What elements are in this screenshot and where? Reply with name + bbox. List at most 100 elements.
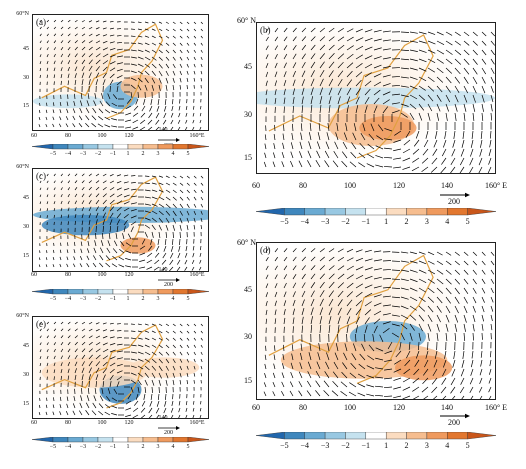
wind-vector (391, 278, 401, 280)
wind-vector (109, 219, 113, 226)
wind-vector (53, 335, 57, 339)
wind-vector (454, 40, 461, 46)
wind-vector (328, 256, 335, 262)
wind-vector (301, 256, 307, 262)
wind-vector (488, 386, 492, 393)
wind-vector (46, 208, 49, 212)
wind-vector (481, 40, 487, 46)
wind-vector (109, 343, 116, 346)
wind-vector (144, 379, 148, 386)
colorbar-tick-label: −3 (79, 296, 87, 302)
wind-vector (463, 305, 468, 314)
wind-vector (328, 87, 333, 96)
wind-vector (405, 130, 411, 139)
wind-vector (349, 382, 357, 388)
wind-vector (81, 59, 86, 65)
wind-vector (427, 278, 435, 284)
wind-vector (273, 363, 276, 370)
wind-vector (306, 380, 312, 388)
wind-vector (408, 341, 411, 350)
wind-vector (74, 73, 77, 79)
wind-vector (139, 245, 146, 250)
wind-vector (147, 252, 153, 257)
wind-vector (60, 214, 63, 219)
wind-vector (335, 343, 339, 352)
colorbar-segment (426, 432, 448, 440)
lon-label: 140 (158, 127, 168, 133)
wind-vector (93, 247, 97, 254)
wind-vector (88, 219, 91, 226)
lon-label: 160°E (189, 133, 205, 139)
wind-vector (357, 383, 366, 388)
wind-vector (346, 274, 354, 280)
wind-vector (318, 343, 321, 352)
wind-vector (461, 139, 465, 148)
wind-vector (186, 42, 190, 46)
wind-vector (85, 122, 90, 128)
wind-vector (490, 49, 495, 56)
wind-vector (39, 173, 42, 177)
wind-vector (74, 19, 78, 23)
wind-vector (281, 391, 285, 397)
wind-vector (351, 142, 357, 150)
wind-vector (337, 248, 344, 253)
wind-vector (463, 112, 466, 121)
wind-vector (125, 126, 132, 129)
wind-vector (373, 318, 381, 325)
wind-vector (200, 28, 203, 32)
wind-vector (74, 187, 78, 191)
wind-vector (93, 100, 97, 107)
map-plot (33, 173, 208, 271)
wind-vector (402, 377, 411, 383)
wind-vector (165, 372, 169, 379)
wind-vector (265, 71, 269, 78)
wind-vector (88, 348, 93, 353)
colorbar-segment (187, 437, 209, 443)
wind-vector (274, 27, 279, 33)
colorbar-segment (157, 437, 174, 443)
wind-vector (125, 414, 132, 417)
wind-vector (95, 212, 99, 219)
wind-vector (364, 267, 373, 271)
wind-vector (85, 107, 90, 114)
wind-vector (274, 80, 278, 87)
wind-vector (373, 38, 382, 42)
wind-vector (163, 414, 167, 418)
wind-vector (179, 210, 183, 216)
wind-vector (137, 84, 142, 91)
wind-vector (74, 335, 78, 339)
wind-vector (45, 109, 48, 114)
wind-vector (310, 298, 315, 307)
wind-vector (67, 200, 70, 205)
wind-vector (130, 386, 134, 393)
wind-vector (115, 233, 118, 240)
lon-label: 60 (252, 181, 260, 190)
wind-vector (105, 404, 111, 409)
wind-vector (172, 365, 176, 371)
wind-vector (445, 112, 448, 121)
wind-vector (130, 42, 137, 45)
wind-vector (74, 207, 77, 212)
wind-vector (346, 299, 353, 307)
wind-vector (346, 62, 354, 69)
anomaly-shading (120, 237, 156, 254)
wind-vector (265, 274, 269, 280)
wind-vector (102, 361, 108, 367)
wind-vector (130, 226, 134, 233)
wind-vector (81, 66, 85, 72)
wind-vector (179, 351, 183, 356)
wind-vector (144, 56, 151, 61)
wind-vector (418, 31, 427, 35)
wind-vector (179, 49, 183, 54)
wind-vector (470, 139, 474, 148)
wind-vector (366, 393, 375, 397)
wind-vector (67, 341, 71, 346)
wind-vector (463, 40, 470, 46)
wind-vector (454, 94, 459, 103)
wind-vector (443, 139, 447, 148)
wind-vector (135, 393, 139, 400)
wind-vector (199, 259, 202, 264)
wind-vector (52, 411, 55, 416)
wind-vector (97, 123, 104, 128)
wind-vector (178, 245, 181, 252)
